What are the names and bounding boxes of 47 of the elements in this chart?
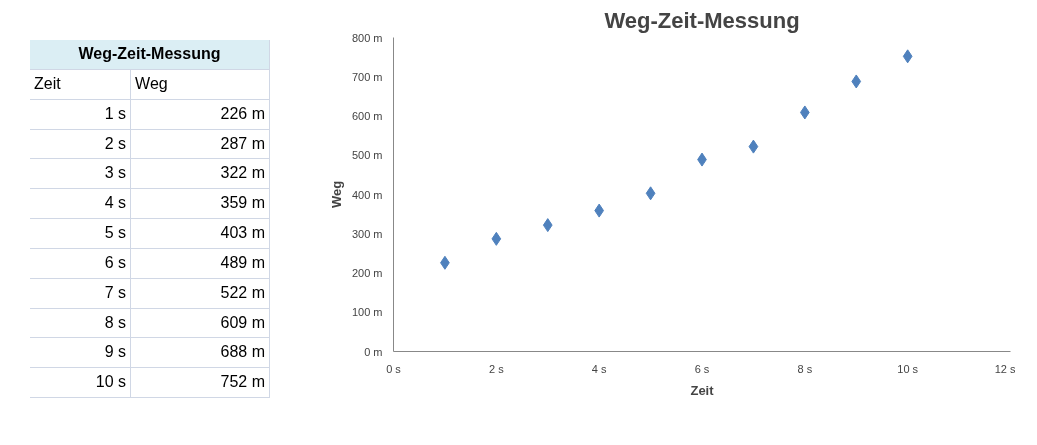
text: 322 m <box>130 158 270 189</box>
y-tick-label: 200 m <box>351 267 383 279</box>
point <box>902 49 913 64</box>
y-tick-label: 400 m <box>351 188 383 201</box>
text: 1 s <box>30 99 131 130</box>
text: 359 m <box>130 188 270 219</box>
x-tick-label: 8 s <box>797 362 813 375</box>
x-tick-label: 10 s <box>897 362 919 375</box>
y-tick-label: 600 m <box>351 110 383 122</box>
text: 6 s <box>30 248 131 279</box>
x-tick-label: 4 s <box>591 362 607 375</box>
x-tick-label: 2 s <box>489 362 505 375</box>
y-tick-label: 100 m <box>351 306 383 319</box>
text: 9 s <box>30 337 131 368</box>
text: 688 m <box>130 337 270 368</box>
y-tick-label: 500 m <box>351 149 383 162</box>
point <box>542 218 553 233</box>
text: 8 s <box>30 308 131 338</box>
point <box>491 231 502 246</box>
point <box>851 74 862 89</box>
chart-title: Weg-Zeit-Messung <box>604 7 800 33</box>
text: 7 s <box>30 278 131 309</box>
text: 4 s <box>30 188 131 219</box>
y-tick-label: 300 m <box>351 227 383 240</box>
point <box>748 139 759 154</box>
text: 403 m <box>130 218 270 249</box>
x-tick-label: 6 s <box>694 362 710 375</box>
text: 5 s <box>30 218 131 249</box>
x-tick-label: 0 s <box>386 362 402 375</box>
text: 287 m <box>130 129 270 159</box>
y-axis-title: Weg <box>328 180 344 209</box>
y-tick-label: 800 m <box>351 31 383 44</box>
text: Zeit <box>30 69 131 100</box>
point <box>645 186 656 201</box>
x-tick-label: 12 s <box>994 362 1016 375</box>
text: 609 m <box>130 308 270 338</box>
y-tick-label: 700 m <box>351 70 383 83</box>
text: Weg <box>130 69 270 100</box>
text: 489 m <box>130 248 270 279</box>
x-axis-title: Zeit <box>690 382 715 398</box>
text: 3 s <box>30 158 131 189</box>
text: 226 m <box>130 99 270 130</box>
text: Weg-Zeit-Messung <box>30 40 270 70</box>
text: 2 s <box>30 129 131 159</box>
text: 522 m <box>130 278 270 309</box>
text: 752 m <box>130 367 270 398</box>
y-tick-label: 0 m <box>364 345 383 358</box>
